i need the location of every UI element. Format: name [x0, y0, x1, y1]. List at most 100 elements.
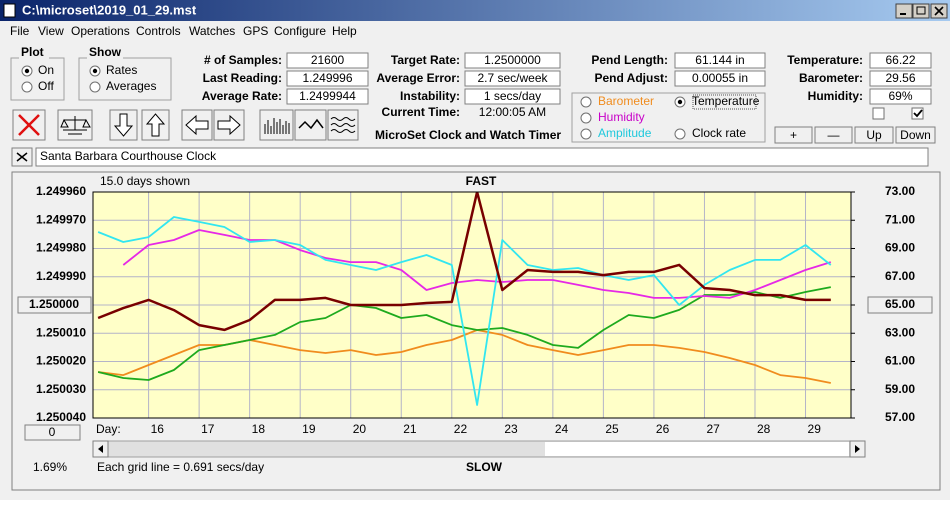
- clock-name-box[interactable]: [35, 147, 929, 167]
- radio-label: Off: [38, 79, 54, 93]
- x-tick-label: 24: [555, 422, 569, 436]
- title-bar: [0, 0, 950, 21]
- button-label: Up: [866, 128, 882, 142]
- series-radio[interactable]: [580, 112, 592, 124]
- field-value: 69%: [888, 89, 912, 103]
- grid-note: Each grid line = 0.691 secs/day: [97, 460, 264, 474]
- field-value: 2.7 sec/week: [477, 71, 548, 85]
- scroll-thumb[interactable]: [545, 442, 849, 456]
- x-tick-label: 25: [605, 422, 619, 436]
- field-value: 12:00:05 AM: [479, 105, 546, 119]
- series-radio[interactable]: [674, 128, 686, 140]
- menu-item[interactable]: GPS: [243, 24, 268, 38]
- slow-label: SLOW: [466, 460, 503, 474]
- histogram-button[interactable]: [259, 109, 294, 141]
- checkbox[interactable]: [911, 107, 924, 120]
- y-tick-label: 1.250020: [36, 354, 86, 368]
- field-value: 29.56: [885, 71, 915, 85]
- offset-button-label: 0: [49, 425, 56, 439]
- x-tick-label: 23: [504, 422, 518, 436]
- series-line: [122, 229, 832, 299]
- menu-item[interactable]: Help: [332, 24, 357, 38]
- button[interactable]: [814, 126, 853, 144]
- minimize-button[interactable]: [895, 3, 913, 19]
- x-tick-label: 20: [353, 422, 367, 436]
- series-radio[interactable]: [580, 128, 592, 140]
- show-groupbox: [78, 57, 172, 101]
- button-label: +: [790, 128, 797, 142]
- scrollbar[interactable]: [92, 440, 866, 458]
- field-label: Barometer:: [799, 71, 863, 85]
- field-label: Average Error:: [376, 71, 460, 85]
- radio-label: Rates: [106, 63, 137, 77]
- field-box: [286, 88, 369, 105]
- menu-item[interactable]: Operations: [71, 24, 130, 38]
- radio-dot: [92, 68, 98, 74]
- field-box: [464, 88, 561, 105]
- x-tick-label: 17: [201, 422, 215, 436]
- field-value: 1 secs/day: [484, 89, 541, 103]
- menu-item[interactable]: View: [38, 24, 64, 38]
- y-tick-label: 1.250030: [36, 382, 86, 396]
- window-controls[interactable]: [895, 3, 948, 19]
- x-tick-label: 27: [706, 422, 720, 436]
- field-label: Instability:: [400, 89, 460, 103]
- field-box: [464, 52, 561, 69]
- radio[interactable]: [89, 81, 101, 93]
- radio-label: On: [38, 63, 54, 77]
- series-radio-dot: [677, 99, 683, 105]
- y-tick-label: 1.249990: [36, 269, 86, 283]
- offset-button[interactable]: [24, 424, 81, 441]
- menu-item[interactable]: File: [10, 24, 30, 38]
- series-radio[interactable]: [580, 96, 592, 108]
- y-tick-label: 1.250010: [36, 325, 86, 339]
- y-tick-label: 1.250040: [36, 410, 86, 424]
- y-tick-label: 1.250000: [29, 297, 79, 311]
- x-tick-label: 22: [454, 422, 468, 436]
- menu-item[interactable]: Controls: [136, 24, 181, 38]
- checkbox[interactable]: [872, 107, 885, 120]
- field-value: 66.22: [885, 53, 915, 67]
- center-temp-button[interactable]: [867, 296, 933, 314]
- x-tick-label: 29: [808, 422, 822, 436]
- y2-tick-label: 59.00: [885, 382, 915, 396]
- y2-tick-label: 73.00: [885, 184, 915, 198]
- menu-item[interactable]: Configure: [274, 24, 326, 38]
- y2-tick-label: 71.00: [885, 212, 915, 226]
- window-title: C:\microset\2019_01_29.mst: [22, 2, 197, 17]
- legend-label: Temperature: [692, 94, 760, 108]
- field-label: Pend Adjust:: [594, 71, 668, 85]
- button[interactable]: [774, 126, 813, 144]
- y2-tick-label: 57.00: [885, 410, 915, 424]
- series-line: [97, 286, 831, 381]
- field-box: [674, 52, 766, 69]
- y2-tick-label: 69.00: [885, 241, 915, 255]
- field-box: [869, 70, 932, 87]
- series-groupbox: [571, 92, 766, 143]
- series-line: [97, 216, 832, 406]
- group-title: Plot: [21, 45, 44, 59]
- button-label: Down: [900, 128, 931, 142]
- days-shown: 15.0 days shown: [100, 174, 190, 188]
- button[interactable]: [895, 126, 936, 144]
- field-label: Last Reading:: [203, 71, 282, 85]
- group-title: Show: [89, 45, 122, 59]
- y2-tick-label: 65.00: [885, 297, 915, 311]
- field-box: [286, 52, 369, 69]
- field-box: [464, 70, 561, 87]
- y-tick-label: 1.249960: [36, 184, 86, 198]
- field-value: 0.00055 in: [692, 71, 748, 85]
- radio[interactable]: [21, 81, 33, 93]
- y2-tick-label: 63.00: [885, 325, 915, 339]
- field-value: 1.249996: [302, 71, 352, 85]
- legend-label: Amplitude: [598, 126, 652, 140]
- clock-name: Santa Barbara Courthouse Clock: [40, 149, 217, 163]
- toolbar[interactable]: [12, 109, 359, 141]
- button[interactable]: [854, 126, 894, 144]
- center-rate-button[interactable]: [17, 296, 92, 314]
- maximize-button[interactable]: [912, 3, 930, 19]
- percent-label: 1.69%: [33, 460, 67, 474]
- menu-item[interactable]: Watches: [189, 24, 235, 38]
- x-tick-label: 16: [151, 422, 165, 436]
